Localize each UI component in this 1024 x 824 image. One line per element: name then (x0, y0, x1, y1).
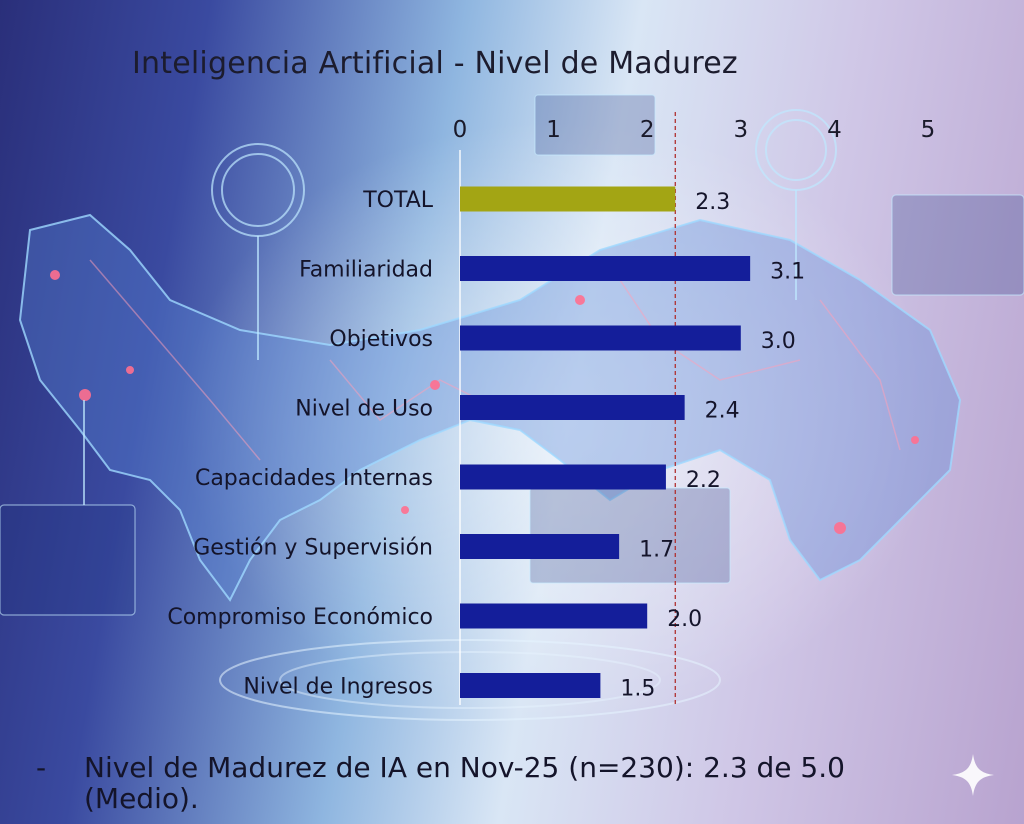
bar (460, 464, 666, 490)
category-label: Capacidades Internas (195, 466, 433, 491)
data-label: 2.0 (667, 607, 702, 632)
data-label: 1.7 (639, 538, 674, 563)
footer-text: Nivel de Madurez de IA en Nov-25 (n=230)… (84, 751, 845, 815)
category-label: TOTAL (362, 188, 434, 213)
bar (460, 256, 751, 281)
bar (460, 325, 741, 351)
sparkle-icon (952, 754, 994, 796)
chart-title: Inteligencia Artificial - Nivel de Madur… (132, 46, 738, 81)
data-label: 2.4 (705, 399, 740, 424)
x-tick-label: 5 (921, 117, 936, 143)
category-label: Compromiso Económico (167, 605, 433, 630)
category-label: Nivel de Ingresos (243, 675, 433, 700)
x-tick-label: 2 (640, 117, 655, 143)
data-label: 2.3 (695, 190, 730, 215)
bar (460, 186, 676, 212)
category-label: Objetivos (329, 327, 433, 352)
footer-bullet: - (36, 751, 47, 784)
bar (460, 603, 648, 629)
x-tick-label: 0 (453, 117, 468, 143)
bar (460, 395, 685, 420)
data-label: 2.2 (686, 468, 721, 493)
bar (460, 534, 620, 559)
category-label: Gestión y Supervisión (193, 536, 433, 561)
bar (460, 673, 601, 698)
x-tick-label: 3 (733, 117, 748, 143)
category-label: Familiaridad (299, 258, 433, 283)
data-label: 3.1 (770, 260, 805, 285)
data-label: 3.0 (761, 329, 796, 354)
x-tick-label: 1 (546, 117, 561, 143)
data-label: 1.5 (620, 677, 655, 702)
x-tick-label: 4 (827, 117, 842, 143)
category-label: Nivel de Uso (295, 397, 433, 422)
